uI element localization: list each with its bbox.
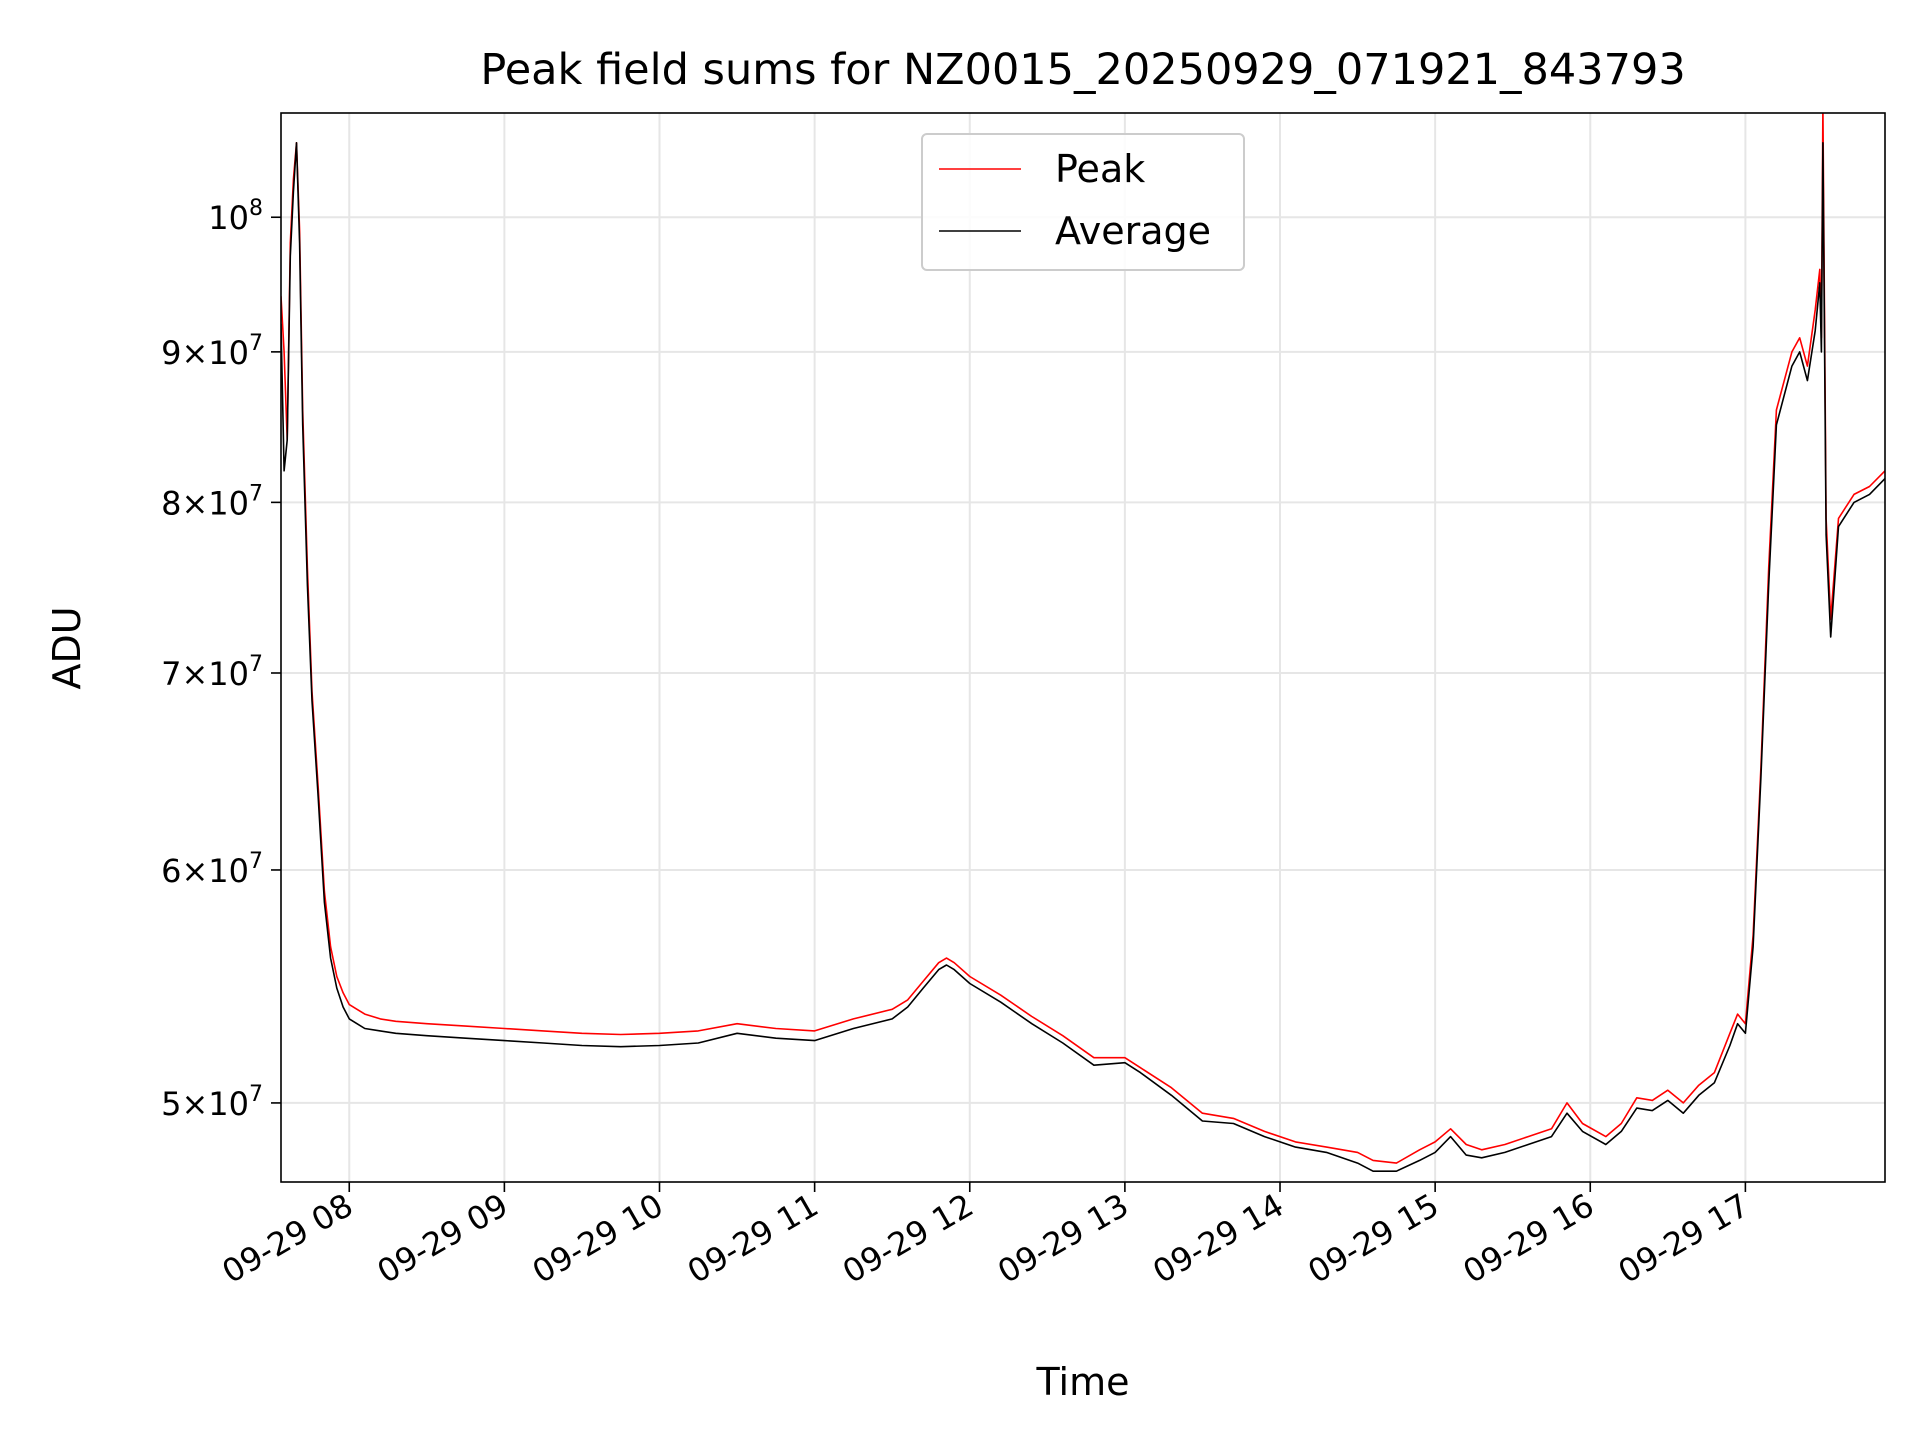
y-tick-label: 108 [208, 196, 263, 237]
y-tick-label: 6×107 [161, 849, 263, 890]
legend-label-average: Average [1055, 209, 1211, 253]
y-axis-label: ADU [45, 606, 89, 689]
axes-frame [280, 112, 1886, 1183]
y-tick-exponent: 7 [249, 331, 263, 356]
x-grid [348, 113, 1747, 1182]
x-axis-label: Time [1036, 1360, 1130, 1404]
y-tick-exponent: 7 [249, 849, 263, 874]
series-line-average [281, 142, 1885, 1172]
y-tick-exponent: 7 [249, 481, 263, 506]
legend-box [921, 133, 1245, 271]
y-tick-exponent: 7 [249, 652, 263, 677]
y-tick-label: 8×107 [161, 481, 263, 522]
y-grid [281, 216, 1885, 1104]
legend-label-peak: Peak [1055, 147, 1145, 191]
chart-title: Peak field sums for NZ0015_20250929_0719… [480, 45, 1685, 95]
y-tick-exponent: 7 [249, 1082, 263, 1107]
legend: Peak Average [921, 133, 1245, 271]
y-tick-base: 9×10 [161, 334, 249, 372]
y-tick-base: 7×10 [161, 655, 249, 693]
y-tick-base: 10 [208, 199, 249, 237]
y-tick-label: 5×107 [161, 1082, 263, 1123]
plot-area [281, 113, 1885, 1172]
y-tick-base: 6×10 [161, 852, 249, 890]
y-tick-base: 5×10 [161, 1085, 249, 1123]
y-tick-base: 8×10 [161, 484, 249, 522]
y-tick-label: 7×107 [161, 652, 263, 693]
y-tick-exponent: 8 [249, 196, 263, 221]
y-tick-label: 9×107 [161, 331, 263, 372]
